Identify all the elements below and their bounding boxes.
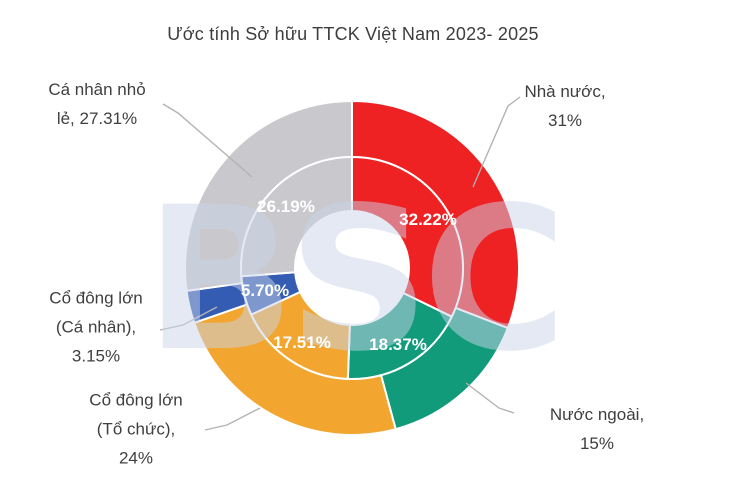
leader-line-co-dong-lon-to-chuc: [204, 407, 261, 431]
callout-co-dong-lon-ca-nhan: Cổ đông lớn (Cá nhân), 3.15%: [49, 284, 142, 371]
callout-nha-nuoc: Nhà nước, 31%: [524, 77, 605, 135]
inner-label-nha-nuoc: 32.22%: [399, 210, 457, 229]
callout-line: lẻ, 27.31%: [56, 109, 138, 128]
leader-line-nuoc-ngoai: [465, 382, 515, 414]
slice-inner-ring-ca-nhan-nho-le: [239, 156, 353, 278]
slice-inner-ring-nha-nuoc: [351, 156, 464, 318]
callout-line: Cổ đông lớn: [89, 390, 183, 410]
callout-line: 24%: [118, 448, 154, 468]
callout-line: Cổ đông lớn: [49, 288, 143, 308]
callout-line: 3.15%: [71, 346, 121, 366]
callout-line: Nhà nước,: [524, 82, 606, 101]
callout-ca-nhan-nho-le: Cá nhân nhỏ lẻ, 27.31%: [48, 75, 145, 133]
callout-line: Nước ngoài,: [549, 405, 645, 424]
inner-label-co-dong-lon-to-chuc: 17.51%: [273, 333, 331, 352]
callout-nuoc-ngoai: Nước ngoài, 15%: [550, 400, 644, 458]
callout-line: Cá nhân nhỏ: [48, 80, 146, 99]
callout-line: 15%: [579, 434, 615, 453]
leader-line-nha-nuoc: [472, 96, 521, 188]
inner-label-nuoc-ngoai: 18.37%: [369, 335, 427, 354]
leader-line-ca-nhan-nho-le: [162, 103, 253, 178]
inner-label-ca-nhan-nho-le: 26.19%: [257, 197, 315, 216]
chart-title: Ước tính Sở hữu TTCK Việt Nam 2023- 2025: [167, 24, 539, 44]
callout-line: (Cá nhân),: [55, 317, 137, 337]
inner-label-co-dong-lon-ca-nhan: 5.70%: [240, 281, 290, 300]
callout-line: (Tổ chức),: [96, 419, 176, 439]
callout-line: 31%: [547, 111, 583, 130]
callout-co-dong-lon-to-chuc: Cổ đông lớn (Tổ chức), 24%: [89, 386, 182, 473]
leader-line-co-dong-lon-ca-nhan: [159, 306, 218, 331]
